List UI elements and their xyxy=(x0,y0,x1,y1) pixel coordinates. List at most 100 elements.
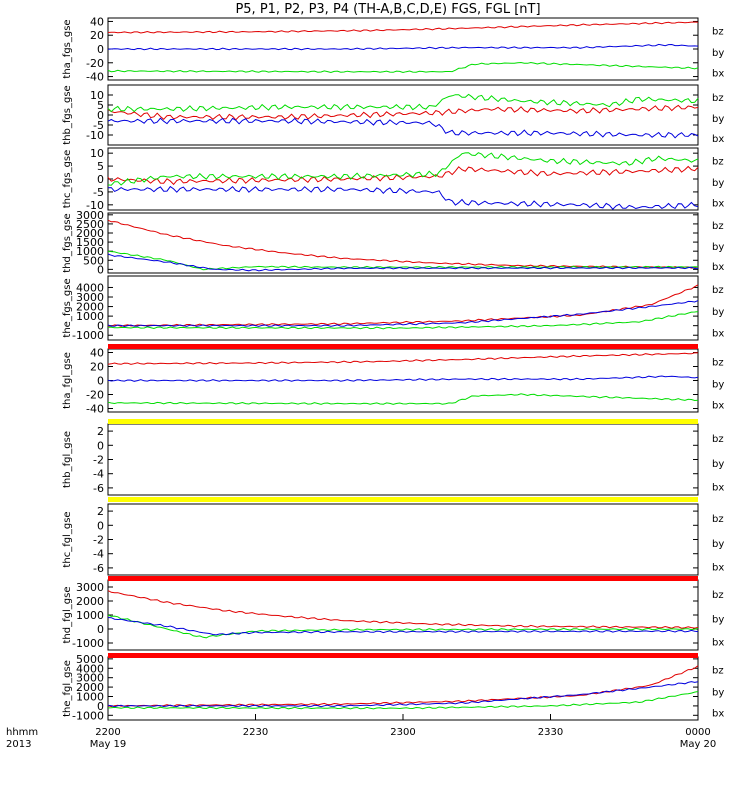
y-axis-label: thd_fgs_gse xyxy=(62,213,73,272)
series-by xyxy=(107,93,699,113)
y-tick-label: 40 xyxy=(90,15,104,28)
legend-bz: bz xyxy=(712,156,724,167)
y-tick-label: -4 xyxy=(93,548,104,561)
series-bx xyxy=(107,117,699,139)
y-tick-label: 4000 xyxy=(76,662,104,675)
y-axis-label: thb_fgl_gse xyxy=(62,431,73,488)
series-bx xyxy=(107,681,699,708)
y-tick-label: 0 xyxy=(97,439,104,452)
y-tick-label: 3000 xyxy=(76,209,104,222)
y-tick-label: 1500 xyxy=(76,236,104,249)
series-bx xyxy=(107,617,699,636)
x-tick-label: 2330 xyxy=(538,727,563,738)
series-bz xyxy=(107,352,699,365)
series-bx xyxy=(107,185,699,210)
legend-bx: bx xyxy=(712,562,724,573)
y-tick-label: 1000 xyxy=(76,310,104,323)
legend-by: by xyxy=(712,615,724,626)
legend-by: by xyxy=(712,539,724,550)
legend-bx: bx xyxy=(712,199,724,210)
y-axis-label: the_fgl_gse xyxy=(62,660,73,717)
legend-by: by xyxy=(712,307,724,318)
y-tick-label: -1000 xyxy=(72,637,104,650)
y-tick-label: 4000 xyxy=(76,281,104,294)
legend-bz: bz xyxy=(712,93,724,104)
series-by xyxy=(107,614,699,639)
y-tick-label: 40 xyxy=(90,347,104,360)
y-tick-label: 20 xyxy=(90,361,104,374)
y-tick-label: 0 xyxy=(97,623,104,636)
series-bx xyxy=(107,375,699,382)
y-tick-label: 0 xyxy=(97,263,104,276)
status-bar xyxy=(108,344,698,349)
x-tick-label: 2230 xyxy=(243,727,268,738)
series-bz xyxy=(107,219,699,269)
y-tick-label: -10 xyxy=(86,199,104,212)
legend-by: by xyxy=(712,114,724,125)
x-tick-date: May 19 xyxy=(90,739,127,750)
x-row-label: 2013 xyxy=(6,739,31,750)
legend-by: by xyxy=(712,178,724,189)
status-bar xyxy=(108,576,698,581)
y-tick-label: 2 xyxy=(97,505,104,518)
y-tick-label: 1000 xyxy=(76,245,104,258)
legend-bz: bz xyxy=(712,285,724,296)
y-tick-label: 10 xyxy=(90,147,104,160)
legend-by: by xyxy=(712,380,724,391)
series-by xyxy=(107,393,699,405)
series-by xyxy=(107,152,699,186)
legend-by: by xyxy=(712,688,724,699)
legend-bx: bx xyxy=(712,400,724,411)
y-tick-label: 0 xyxy=(97,173,104,186)
y-tick-label: -10 xyxy=(86,129,104,142)
y-tick-label: 3000 xyxy=(76,581,104,594)
y-axis-label: thb_fgs_gse xyxy=(62,85,73,144)
y-axis-label: tha_fgl_gse xyxy=(62,352,73,409)
y-tick-label: 0 xyxy=(97,43,104,56)
panel-frame xyxy=(107,579,699,651)
status-bar xyxy=(108,419,698,424)
panel-frame xyxy=(107,656,699,721)
y-tick-label: 2 xyxy=(97,425,104,438)
legend-by: by xyxy=(712,459,724,470)
legend-bz: bz xyxy=(712,666,724,677)
series-by xyxy=(107,61,699,74)
y-tick-label: 500 xyxy=(83,254,104,267)
y-tick-label: -6 xyxy=(93,562,104,575)
status-bar xyxy=(108,653,698,658)
series-bz xyxy=(107,104,699,121)
legend-bx: bx xyxy=(712,328,724,339)
y-tick-label: 2000 xyxy=(76,227,104,240)
x-tick-date: May 20 xyxy=(680,739,717,750)
y-tick-label: -4 xyxy=(93,468,104,481)
panel-frame xyxy=(107,423,699,496)
legend-bx: bx xyxy=(712,482,724,493)
legend-bx: bx xyxy=(712,69,724,80)
panel-frame xyxy=(107,275,699,341)
legend-bx: bx xyxy=(712,638,724,649)
legend-bz: bz xyxy=(712,434,724,445)
legend-bz: bz xyxy=(712,221,724,232)
series-bz xyxy=(107,165,699,186)
panel-frame xyxy=(107,503,699,576)
series-by xyxy=(107,250,699,271)
y-axis-label: tha_fgs_gse xyxy=(62,19,73,78)
y-tick-label: -6 xyxy=(93,482,104,495)
y-tick-label: 3000 xyxy=(76,672,104,685)
y-tick-label: 20 xyxy=(90,29,104,42)
y-tick-label: 2000 xyxy=(76,595,104,608)
y-tick-label: 2500 xyxy=(76,218,104,231)
y-tick-label: 10 xyxy=(90,89,104,102)
y-tick-label: -5 xyxy=(93,186,104,199)
legend-by: by xyxy=(712,48,724,59)
y-tick-label: 2000 xyxy=(76,301,104,314)
y-tick-label: -2 xyxy=(93,454,104,467)
y-tick-label: 0 xyxy=(97,375,104,388)
